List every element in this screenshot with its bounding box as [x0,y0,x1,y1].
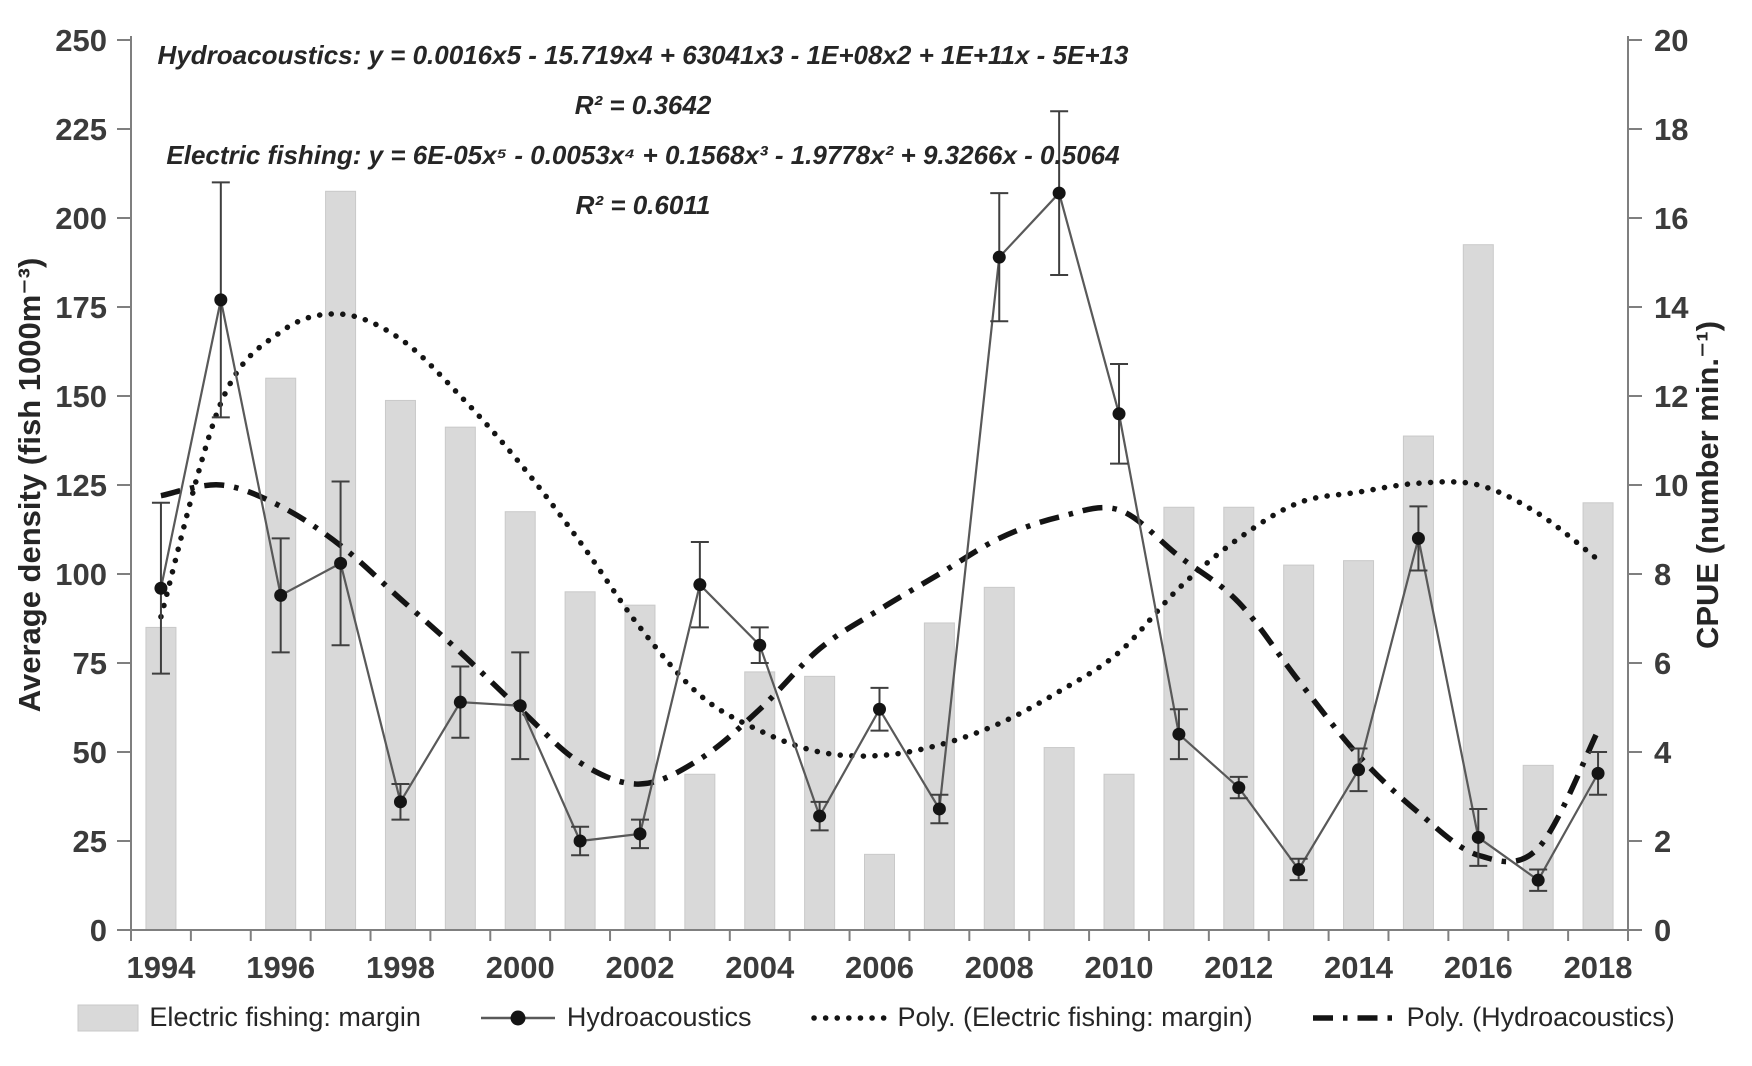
line-marker-swatch-icon [480,1010,555,1025]
left-tick-label-125: 125 [55,468,107,503]
right-tick-label-0: 0 [1654,913,1671,948]
right-tick-label-4: 4 [1654,735,1672,770]
bar-1998 [384,399,416,931]
legend-label-poly-electric: Poly. (Electric fishing: margin) [897,1002,1253,1032]
right-tick-label-20: 20 [1654,23,1688,58]
bar-1994 [145,626,177,931]
x-tick-label-2002: 2002 [605,950,674,985]
bar-2018 [1582,502,1614,931]
legend-item-electric-fishing: Electric fishing: margin [77,1002,421,1033]
x-tick-label-1994: 1994 [126,950,196,985]
data-point-1996 [274,588,288,602]
right-tick-label-18: 18 [1654,112,1688,147]
x-tick-label-1996: 1996 [246,950,315,985]
right-tick-label-16: 16 [1654,201,1688,236]
left-tick-label-25: 25 [73,824,107,859]
bar-2017 [1522,764,1554,931]
r-squared-hydroacoustics: R² = 0.3642 [574,90,712,120]
x-tick-label-2000: 2000 [486,950,555,985]
left-tick-label-175: 175 [55,290,107,325]
left-tick-label-50: 50 [73,735,107,770]
equation-hydroacoustics: Hydroacoustics: y = 0.0016x5 - 15.719x4 … [157,40,1129,70]
data-point-1998 [393,795,407,809]
r-squared-electric-fishing: R² = 0.6011 [575,190,711,220]
data-point-2013 [1292,862,1306,876]
data-point-2004 [753,638,767,652]
right-tick-label-14: 14 [1654,290,1689,325]
legend: Electric fishing: margin Hydroacoustics … [0,1002,1752,1033]
x-tick-label-2004: 2004 [725,950,795,985]
bar-2009 [1043,747,1075,931]
data-point-2001 [573,834,587,848]
data-point-2012 [1232,781,1246,795]
data-point-2011 [1172,727,1186,741]
bar-2001 [564,591,596,931]
legend-item-poly-electric: Poly. (Electric fishing: margin) [810,1002,1253,1033]
left-tick-label-75: 75 [73,646,107,681]
bar-2003 [684,773,716,931]
right-tick-label-10: 10 [1654,468,1688,503]
poly-curve-electric-fishing [158,311,1601,759]
x-tick-label-1998: 1998 [366,950,435,985]
data-point-2016 [1471,830,1485,844]
data-point-1997 [334,556,348,570]
bar-1996 [265,377,297,931]
left-axis-title: Average density (fish 1000m⁻³) [12,258,47,713]
left-tick-label-250: 250 [55,23,107,58]
bar-swatch-icon [77,1004,139,1031]
equation-electric-fishing: Electric fishing: y = 6E-05x⁵ - 0.0053x⁴… [166,140,1120,170]
x-tick-label-2014: 2014 [1324,950,1394,985]
bar-2012 [1223,506,1255,931]
x-tick-label-2018: 2018 [1564,950,1633,985]
data-point-2003 [693,578,707,592]
legend-label-poly-hydro: Poly. (Hydroacoustics) [1406,1002,1675,1032]
right-tick-label-6: 6 [1654,646,1671,681]
legend-label-hydroacoustics: Hydroacoustics [566,1002,752,1032]
bar-2002 [624,604,656,931]
data-point-2015 [1411,531,1425,545]
left-tick-label-200: 200 [55,201,107,236]
data-point-2010 [1112,407,1126,421]
x-tick-label-2012: 2012 [1204,950,1273,985]
right-tick-label-12: 12 [1654,379,1688,414]
data-point-2008 [992,250,1006,264]
bar-2010 [1103,773,1135,931]
right-tick-label-8: 8 [1654,557,1671,592]
data-point-1999 [453,695,467,709]
x-tick-label-2006: 2006 [845,950,914,985]
left-tick-label-0: 0 [90,913,107,948]
dash-dot-line-swatch-icon [1312,1014,1395,1021]
data-point-2002 [633,827,647,841]
data-point-2005 [813,809,827,823]
x-tick-label-2010: 2010 [1085,950,1154,985]
data-point-2017 [1531,873,1545,887]
left-tick-label-100: 100 [55,557,107,592]
legend-item-poly-hydro: Poly. (Hydroacoustics) [1311,1002,1675,1033]
data-point-1995 [214,293,228,307]
legend-item-hydroacoustics: Hydroacoustics [479,1002,752,1033]
legend-label-electric-fishing: Electric fishing: margin [149,1002,421,1032]
bar-2008 [983,586,1015,931]
dotted-line-swatch-icon [810,1014,888,1021]
data-point-1994 [154,581,168,595]
data-point-2009 [1052,186,1066,200]
left-tick-label-225: 225 [55,112,107,147]
right-axis-title: CPUE (number min.⁻¹) [1690,321,1725,649]
right-tick-label-2: 2 [1654,824,1671,859]
data-point-2007 [932,802,946,816]
data-point-2006 [873,702,886,716]
data-point-2000 [513,699,527,713]
x-tick-label-2016: 2016 [1444,950,1513,985]
trendline-equations: Hydroacoustics: y = 0.0016x5 - 15.719x4 … [148,30,1138,230]
bar-2007 [923,622,955,931]
poly-curve-hydroacoustics [160,482,1601,865]
data-point-2014 [1352,763,1366,777]
data-point-2018 [1591,766,1605,780]
left-tick-label-150: 150 [55,379,107,414]
x-tick-label-2008: 2008 [965,950,1034,985]
bar-2006 [864,853,895,931]
